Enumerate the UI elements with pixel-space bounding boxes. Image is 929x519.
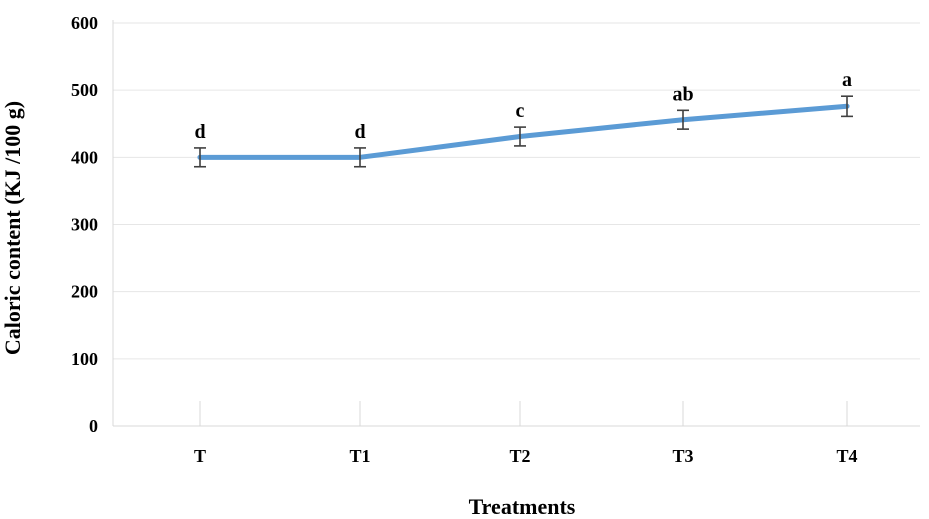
significance-labels: d d c ab a [194, 69, 852, 143]
x-tick-label: T [194, 446, 206, 466]
significance-label: ab [672, 83, 693, 105]
error-bars [194, 95, 853, 168]
y-tick-label: 100 [71, 349, 98, 369]
axes [112, 20, 920, 427]
x-axis-title: Treatments [469, 494, 576, 519]
y-tick-label: 300 [71, 215, 98, 235]
x-tick-label: T1 [349, 446, 370, 466]
significance-label: d [194, 121, 205, 143]
x-tick-label: T3 [672, 446, 693, 466]
y-tick-label: 200 [71, 282, 98, 302]
error-bar [514, 126, 526, 147]
y-tick-label: 400 [71, 147, 98, 167]
y-tick-label: 0 [89, 416, 98, 436]
error-bar [194, 147, 206, 168]
significance-label: c [516, 100, 525, 122]
gridlines [113, 22, 920, 360]
x-tick-label: T4 [836, 446, 857, 466]
error-bar [354, 147, 366, 168]
significance-label: d [354, 121, 365, 143]
y-tick-labels: 0 100 200 300 400 500 600 [71, 13, 98, 436]
error-bar [677, 109, 689, 130]
y-tick-label: 500 [71, 80, 98, 100]
y-tick-label: 600 [71, 13, 98, 33]
x-tick-labels: T T1 T2 T3 T4 [194, 446, 858, 466]
significance-label: a [842, 69, 852, 91]
y-axis-title: Caloric content (KJ /100 g) [0, 101, 25, 355]
x-tick-label: T2 [509, 446, 530, 466]
error-bar [841, 95, 853, 118]
